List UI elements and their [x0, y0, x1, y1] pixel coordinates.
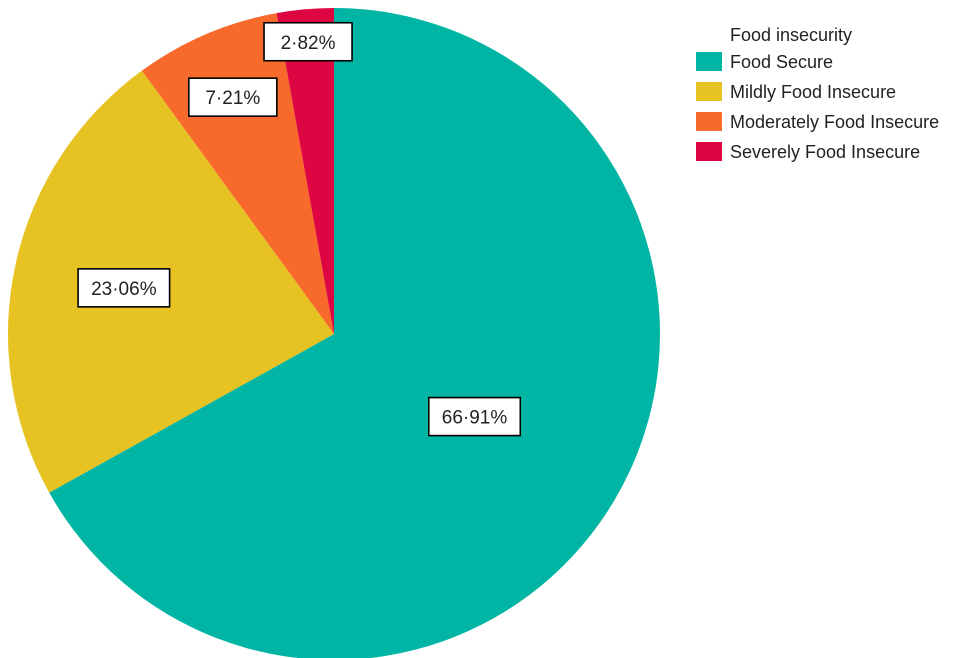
slice-labels: 66·91% 23·06% 7·21% 2·82%	[77, 21, 522, 437]
legend-label: Mildly Food Insecure	[730, 82, 896, 102]
legend-item-moderately-food-insecure: Moderately Food Insecure	[696, 112, 939, 132]
legend-swatch	[696, 82, 722, 101]
slice-label-mildly-food-insecure: 23·06%	[77, 268, 171, 308]
legend-item-severely-food-insecure: Severely Food Insecure	[696, 142, 920, 162]
slice-label-text: 7·21%	[205, 88, 260, 109]
legend-item-mildly-food-insecure: Mildly Food Insecure	[696, 82, 896, 102]
legend-label: Severely Food Insecure	[730, 142, 920, 162]
pie-slice-mildly-food-insecure	[8, 70, 335, 493]
legend-swatch	[696, 112, 722, 131]
legend-title: Food insecurity	[730, 25, 852, 45]
legend-swatch	[696, 52, 722, 71]
legend-swatch	[696, 142, 722, 161]
slice-label-box	[263, 21, 353, 62]
pie-slices	[8, 7, 660, 658]
slice-label-text: 66·91%	[442, 408, 508, 429]
slice-label-moderately-food-insecure: 7·21%	[188, 77, 278, 117]
pie-slice-food-secure	[49, 8, 660, 658]
slice-label-severely-food-insecure: 2·82%	[263, 21, 353, 62]
legend-item-food-secure: Food Secure	[696, 52, 833, 72]
legend-items: Food Secure Mildly Food Insecure Moderatel…	[696, 52, 939, 162]
legend-label: Food Secure	[730, 52, 833, 72]
slice-label-box	[427, 396, 522, 437]
slice-label-text: 2·82%	[281, 33, 336, 54]
pie-slice-severely-food-insecure	[276, 7, 334, 334]
slice-label-food-secure: 66·91%	[427, 396, 522, 437]
slice-label-box	[188, 77, 278, 117]
slice-label-text: 23·06%	[91, 279, 157, 300]
legend: Food insecurity Food Secure Mildly Food I…	[696, 25, 939, 162]
slice-label-box	[77, 268, 171, 308]
legend-label: Moderately Food Insecure	[730, 112, 939, 132]
